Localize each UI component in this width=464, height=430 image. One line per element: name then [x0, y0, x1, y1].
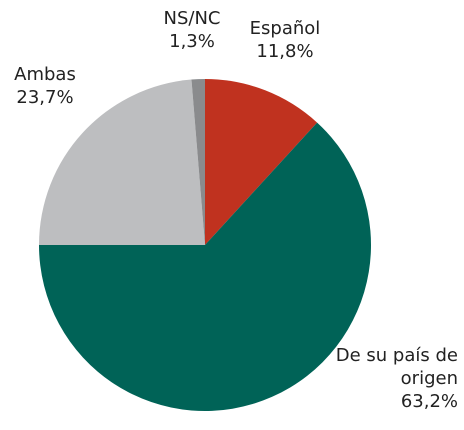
value-label: 23,7%: [16, 87, 74, 108]
slice-label: NS/NC 1,3%: [150, 7, 234, 53]
value-label: 1,3%: [169, 31, 215, 52]
category-label: NS/NC: [163, 8, 221, 29]
slice-label: De su país de origen 63,2%: [330, 344, 458, 413]
value-label: 11,8%: [256, 41, 314, 62]
pie-slice: [205, 79, 318, 245]
pie-slice: [191, 79, 205, 245]
pie-slice: [39, 122, 372, 411]
category-label: Ambas: [14, 64, 76, 85]
category-label: De su país de origen: [335, 345, 458, 389]
pie-slice: [39, 79, 205, 245]
category-label: Español: [249, 18, 321, 39]
value-label: 63,2%: [400, 391, 458, 412]
slice-label: Español 11,8%: [240, 17, 330, 63]
slice-label: Ambas 23,7%: [0, 63, 90, 109]
